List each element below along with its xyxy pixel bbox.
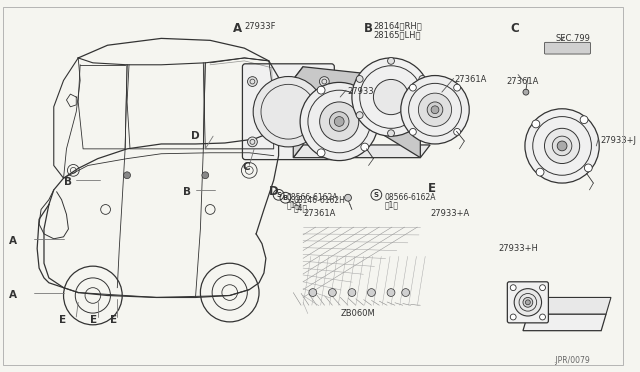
Circle shape (419, 93, 452, 126)
Circle shape (402, 289, 410, 296)
Circle shape (348, 289, 356, 296)
Text: 27361A: 27361A (454, 74, 487, 84)
FancyBboxPatch shape (243, 64, 334, 160)
Circle shape (317, 149, 325, 157)
Text: B: B (364, 22, 372, 35)
Circle shape (387, 289, 395, 296)
Circle shape (584, 164, 592, 172)
Text: 27933+A: 27933+A (430, 209, 469, 218)
Circle shape (510, 285, 516, 291)
Circle shape (253, 77, 324, 147)
Circle shape (525, 300, 531, 305)
FancyBboxPatch shape (545, 42, 591, 54)
Text: 08566-6162A: 08566-6162A (287, 193, 338, 202)
Circle shape (202, 172, 209, 179)
Circle shape (401, 76, 469, 144)
Circle shape (367, 99, 374, 107)
Circle shape (454, 84, 461, 91)
Circle shape (514, 289, 541, 316)
Text: E: E (428, 182, 436, 195)
Text: （4）: （4） (293, 203, 307, 212)
Text: 27361A: 27361A (506, 77, 539, 87)
Text: D: D (269, 185, 278, 198)
Text: E: E (59, 315, 66, 325)
Circle shape (388, 130, 394, 137)
Text: A: A (9, 290, 17, 299)
Text: B: B (183, 187, 191, 197)
Text: 28164（RH）: 28164（RH） (373, 22, 422, 31)
Text: B: B (283, 195, 288, 201)
Circle shape (344, 194, 351, 201)
FancyBboxPatch shape (508, 282, 548, 323)
Polygon shape (528, 298, 611, 314)
Circle shape (557, 141, 567, 151)
Circle shape (356, 76, 363, 82)
Text: C: C (510, 22, 519, 35)
Circle shape (580, 116, 588, 124)
Text: 27933F: 27933F (244, 22, 276, 31)
Text: A: A (9, 236, 17, 246)
Circle shape (361, 143, 369, 151)
Circle shape (300, 82, 378, 161)
Circle shape (124, 172, 131, 179)
Text: SEC.799: SEC.799 (556, 33, 590, 42)
Circle shape (388, 57, 394, 64)
Circle shape (328, 289, 336, 296)
Polygon shape (293, 67, 303, 158)
Circle shape (427, 102, 443, 118)
Text: B: B (63, 177, 72, 187)
Polygon shape (293, 145, 430, 158)
Polygon shape (523, 298, 532, 314)
Circle shape (330, 112, 349, 131)
Circle shape (431, 106, 439, 114)
Circle shape (419, 112, 426, 119)
Circle shape (319, 137, 329, 147)
Text: ZB060M: ZB060M (340, 309, 375, 318)
Circle shape (373, 80, 408, 115)
Circle shape (309, 289, 317, 296)
Text: .JPR/0079: .JPR/0079 (554, 356, 590, 365)
Circle shape (552, 136, 572, 156)
Text: （1）: （1） (384, 201, 398, 210)
Circle shape (334, 116, 344, 126)
Text: S: S (374, 192, 379, 198)
Circle shape (536, 168, 544, 176)
Circle shape (454, 128, 461, 135)
Polygon shape (293, 67, 420, 158)
Circle shape (319, 102, 359, 141)
Circle shape (540, 314, 545, 320)
Circle shape (510, 314, 516, 320)
Circle shape (367, 289, 376, 296)
Circle shape (319, 77, 329, 86)
Text: 27361A: 27361A (303, 209, 335, 218)
Circle shape (356, 112, 363, 119)
Text: E: E (111, 315, 118, 325)
Text: D: D (191, 131, 199, 141)
Text: 27933+H: 27933+H (499, 244, 538, 253)
Text: S: S (276, 192, 281, 198)
Circle shape (352, 58, 430, 136)
Text: 08566-6162A: 08566-6162A (384, 193, 436, 202)
Circle shape (525, 109, 599, 183)
Circle shape (248, 137, 257, 147)
Text: 28165（LH）: 28165（LH） (373, 31, 421, 39)
Circle shape (317, 86, 325, 94)
Circle shape (248, 77, 257, 86)
Circle shape (540, 285, 545, 291)
Polygon shape (523, 314, 606, 331)
Text: C: C (243, 161, 250, 171)
Text: E: E (90, 315, 97, 325)
Text: A: A (233, 22, 242, 35)
Circle shape (523, 89, 529, 95)
Circle shape (532, 120, 540, 128)
Circle shape (545, 128, 580, 164)
Circle shape (410, 128, 416, 135)
Circle shape (523, 298, 532, 307)
Circle shape (419, 76, 426, 82)
Text: 27933: 27933 (347, 87, 374, 96)
Circle shape (410, 84, 416, 91)
Text: （1）: （1） (287, 201, 300, 210)
Text: 27933+J: 27933+J (600, 136, 636, 145)
Text: 08146-6162H: 08146-6162H (293, 196, 345, 205)
